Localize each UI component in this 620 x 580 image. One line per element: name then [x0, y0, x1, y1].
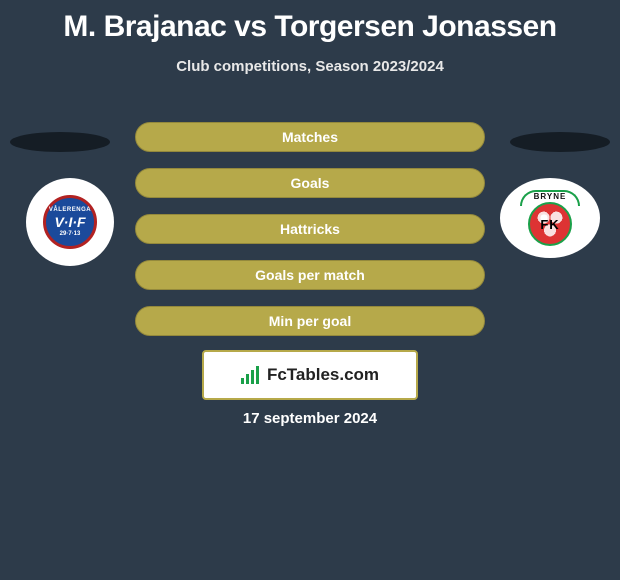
vif-badge-icon: VÅLERENGA V·I·F 29·7·13	[43, 195, 97, 249]
stat-pill-goals-per-match[interactable]: Goals per match	[135, 260, 485, 290]
stats-column: Matches Goals Hattricks Goals per match …	[135, 122, 485, 336]
vif-badge-top: VÅLERENGA	[49, 207, 91, 213]
season-subtitle: Club competitions, Season 2023/2024	[0, 58, 620, 75]
branding-text: FcTables.com	[267, 365, 379, 385]
bryne-badge-ball: FK	[528, 202, 572, 246]
bar-chart-icon	[241, 366, 263, 384]
stat-pill-matches[interactable]: Matches	[135, 122, 485, 152]
comparison-title: M. Brajanac vs Torgersen Jonassen	[0, 0, 620, 44]
stat-pill-min-per-goal[interactable]: Min per goal	[135, 306, 485, 336]
footer-date: 17 september 2024	[0, 410, 620, 427]
vif-badge-mid: V·I·F	[54, 214, 85, 230]
stat-pill-goals[interactable]: Goals	[135, 168, 485, 198]
player-shadow-left	[10, 132, 110, 152]
team-logo-left: VÅLERENGA V·I·F 29·7·13	[26, 178, 114, 266]
team-logo-right: BRYNE FK	[500, 178, 600, 258]
stat-pill-hattricks[interactable]: Hattricks	[135, 214, 485, 244]
player-shadow-right	[510, 132, 610, 152]
vif-badge-bot: 29·7·13	[60, 231, 81, 237]
branding-box[interactable]: FcTables.com	[202, 350, 418, 400]
bryne-badge-icon: BRYNE FK	[520, 190, 580, 246]
